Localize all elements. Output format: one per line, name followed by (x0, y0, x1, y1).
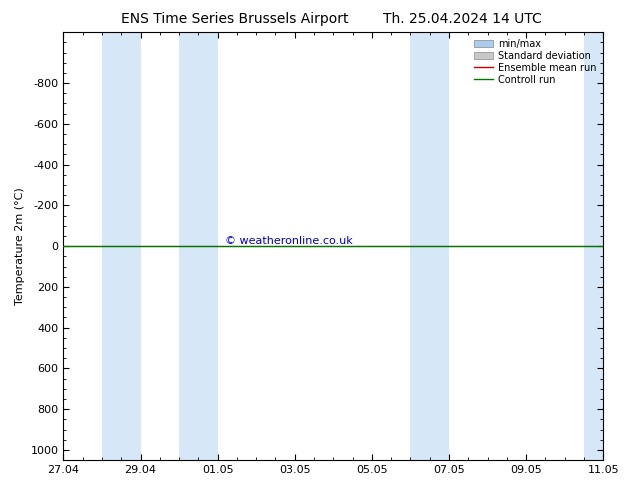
Text: © weatheronline.co.uk: © weatheronline.co.uk (225, 236, 353, 246)
Bar (584, 32, 603, 460)
Bar (179, 32, 217, 460)
Text: Th. 25.04.2024 14 UTC: Th. 25.04.2024 14 UTC (384, 12, 542, 26)
Text: ENS Time Series Brussels Airport: ENS Time Series Brussels Airport (121, 12, 348, 26)
Y-axis label: Temperature 2m (°C): Temperature 2m (°C) (15, 187, 25, 305)
Bar (102, 32, 141, 460)
Legend: min/max, Standard deviation, Ensemble mean run, Controll run: min/max, Standard deviation, Ensemble me… (472, 37, 598, 87)
Bar (410, 32, 449, 460)
